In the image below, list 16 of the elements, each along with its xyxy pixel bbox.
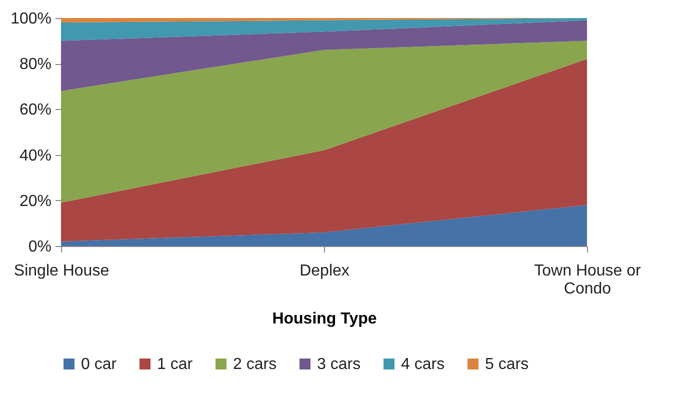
y-tick-label: 100% [10,10,52,28]
x-tick-label: Town House or Condo [534,262,642,298]
legend-label: 0 car [81,356,118,373]
legend-label: 4 cars [401,356,445,373]
x-axis-title: Housing Type [272,310,377,328]
legend-label: 5 cars [485,356,529,373]
legend-label: 1 car [157,356,194,373]
x-tick-label: Single House [14,262,110,280]
y-tick-label: 20% [19,192,52,210]
legend-label: 3 cars [317,356,361,373]
y-tick-label: 40% [19,147,52,164]
y-tick-label: 0% [28,238,52,256]
legend-label: 2 cars [233,356,277,373]
y-tick-label: 60% [19,102,52,119]
x-tick-label: Deplex [300,262,350,280]
y-tick-label: 80% [19,56,52,74]
